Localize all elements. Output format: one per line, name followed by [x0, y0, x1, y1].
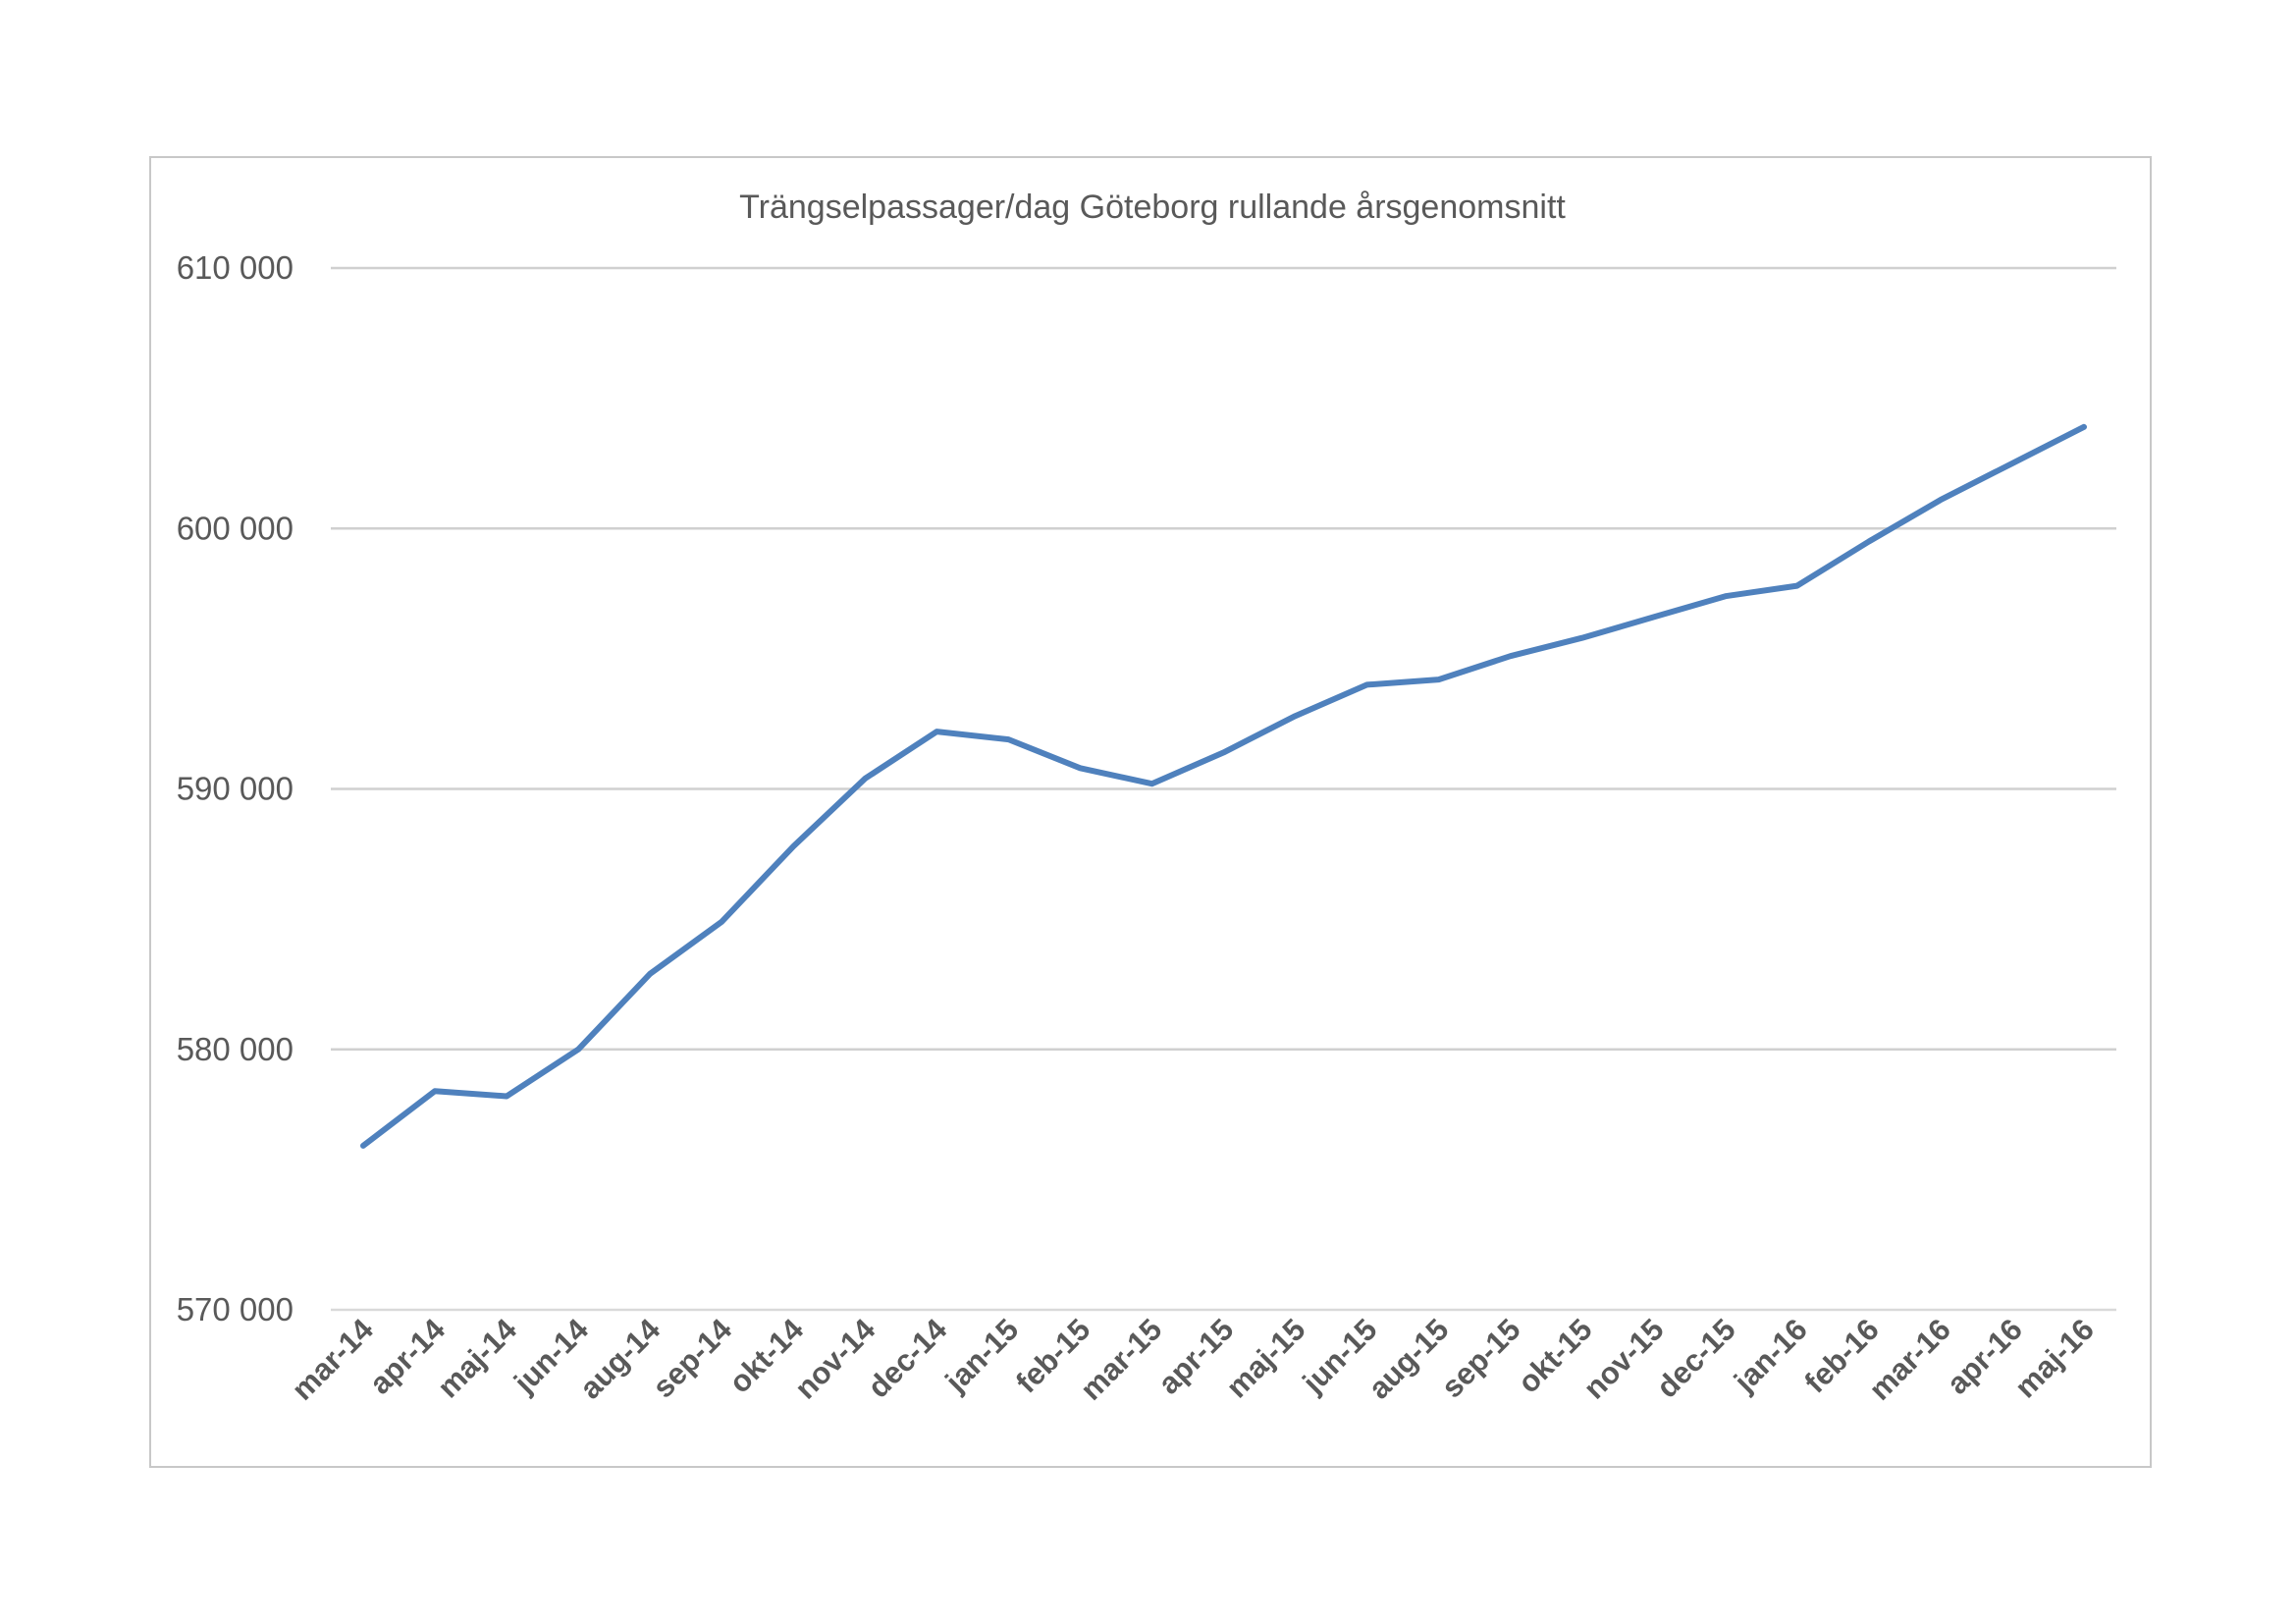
chart-frame: Trängselpassager/dag Göteborg rullande å…: [149, 156, 2152, 1468]
x-tick-label: mar-16: [1862, 1312, 1957, 1407]
line-chart: Trängselpassager/dag Göteborg rullande å…: [177, 189, 2116, 1407]
x-tick-label: dec-14: [861, 1312, 954, 1405]
y-tick-label: 600 000: [177, 510, 294, 546]
x-axis-ticks: mar-14apr-14maj-14jun-14aug-14sep-14okt-…: [285, 1312, 2101, 1407]
y-tick-label: 580 000: [177, 1031, 294, 1067]
x-tick-label: aug-14: [573, 1312, 667, 1406]
x-tick-label: maj-14: [431, 1312, 524, 1405]
x-tick-label: dec-15: [1650, 1312, 1742, 1404]
y-tick-label: 570 000: [177, 1291, 294, 1327]
x-tick-label: maj-16: [2008, 1312, 2101, 1404]
x-tick-label: sep-14: [646, 1312, 739, 1405]
x-tick-label: nov-15: [1576, 1312, 1670, 1405]
y-tick-label: 610 000: [177, 249, 294, 286]
series-lines: [360, 423, 2087, 1149]
x-tick-label: maj-15: [1219, 1312, 1311, 1404]
chart-title: Trängselpassager/dag Göteborg rullande å…: [739, 189, 1566, 226]
x-tick-label: aug-15: [1362, 1312, 1455, 1405]
y-tick-label: 590 000: [177, 771, 294, 807]
x-tick-label: jan-16: [1727, 1312, 1814, 1399]
x-tick-label: mar-15: [1074, 1312, 1169, 1407]
gridlines: [331, 266, 2116, 1312]
x-tick-label: jan-15: [938, 1312, 1026, 1399]
series-line: [360, 423, 2087, 1149]
x-tick-label: mar-14: [285, 1312, 380, 1407]
y-axis-ticks: 570 000 580 000 590 000 600 000 610 000: [177, 249, 294, 1327]
x-tick-label: sep-15: [1434, 1312, 1526, 1404]
x-tick-label: nov-14: [788, 1312, 882, 1406]
